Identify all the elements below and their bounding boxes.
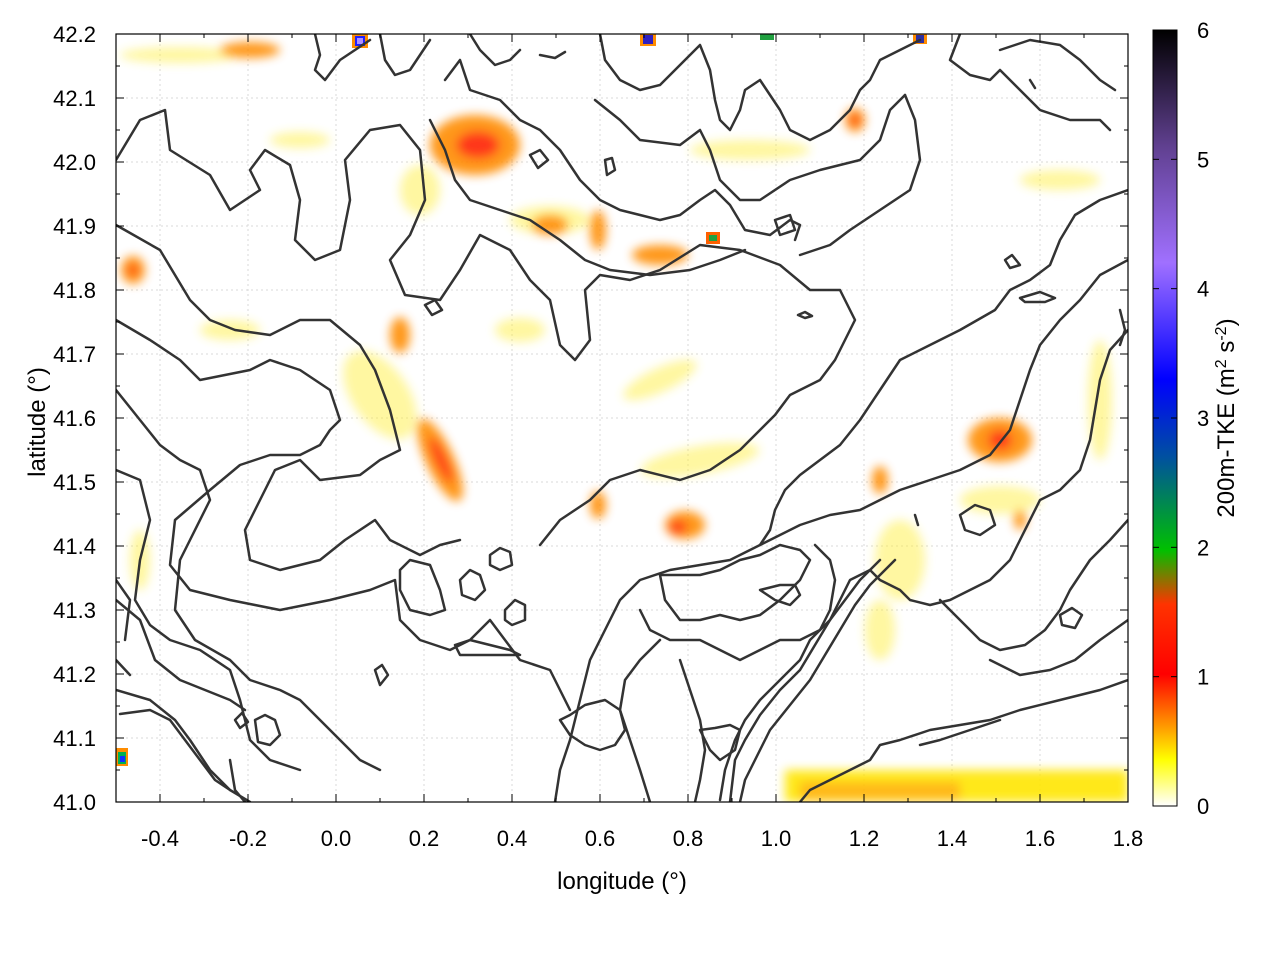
contour-line xyxy=(488,546,514,572)
y-tick-label: 41.4 xyxy=(53,534,96,559)
contour-line xyxy=(398,558,447,617)
contour-line xyxy=(116,388,382,772)
contour-line xyxy=(253,713,282,747)
contour-line xyxy=(116,578,132,642)
colorbar-tick-label: 5 xyxy=(1197,147,1209,172)
contour-line xyxy=(773,213,797,237)
contour-line xyxy=(538,50,567,60)
contour-line xyxy=(658,543,812,622)
colorbar-tick-label: 0 xyxy=(1197,794,1209,819)
contour-line xyxy=(798,93,922,257)
contour-line xyxy=(938,518,1128,652)
contour-line xyxy=(698,723,742,762)
x-tick-label: 1.4 xyxy=(937,826,968,851)
colorbar-tick-label: 6 xyxy=(1197,18,1209,43)
contour-line xyxy=(428,118,747,277)
contour-line xyxy=(1018,290,1057,304)
contour-line xyxy=(593,93,907,202)
y-tick-label: 41.5 xyxy=(53,470,96,495)
contour-line xyxy=(116,468,302,772)
contour-line xyxy=(116,598,247,712)
y-tick-label: 41.0 xyxy=(53,790,96,815)
contour-line xyxy=(558,698,627,752)
contour-line xyxy=(798,678,1128,802)
contour-line xyxy=(913,513,920,527)
contour-line xyxy=(718,328,1128,802)
contour-line xyxy=(1028,78,1037,90)
contour-line xyxy=(378,34,432,77)
colorbar-ticks: 0 1 2 3 4 5 6 xyxy=(1153,18,1209,819)
colorbar-tick-label: 4 xyxy=(1197,277,1209,302)
colorbar-label: 200m-TKE (m2 s-2) xyxy=(1213,318,1241,517)
y-tick-label: 42.0 xyxy=(53,150,96,175)
contour-line xyxy=(118,708,232,792)
contour-line xyxy=(116,223,462,572)
y-axis: 41.0 41.1 41.2 41.3 41.4 41.5 41.6 41.7 41.8 41.9… xyxy=(53,22,1128,815)
y-tick-label: 41.6 xyxy=(53,406,96,431)
colorbar-tick-label: 1 xyxy=(1197,665,1209,690)
contour-line xyxy=(313,34,372,82)
x-tick-label: 1.8 xyxy=(1113,826,1144,851)
contour-line xyxy=(638,543,837,662)
contour-line xyxy=(373,663,390,687)
x-tick-label: 0.6 xyxy=(585,826,616,851)
contour-line xyxy=(233,711,250,730)
contour-line xyxy=(738,558,897,802)
y-tick-label: 41.3 xyxy=(53,598,96,623)
contour-line xyxy=(423,298,444,317)
y-tick-label: 42.2 xyxy=(53,22,96,47)
contour-line xyxy=(116,658,132,677)
y-tick-label: 41.7 xyxy=(53,342,96,367)
contour-line xyxy=(453,638,522,657)
contour-line xyxy=(503,598,527,627)
contour-line xyxy=(758,583,802,607)
x-tick-label: 1.2 xyxy=(849,826,880,851)
contour-line xyxy=(1118,308,1127,347)
contour-line xyxy=(443,58,802,242)
y-tick-label: 41.9 xyxy=(53,214,96,239)
x-tick-label: 0.8 xyxy=(673,826,704,851)
contour-line xyxy=(796,310,814,320)
contour-line xyxy=(1003,253,1022,270)
colorbar-tick-label: 3 xyxy=(1197,406,1209,431)
contour-line xyxy=(603,156,617,177)
contour-line xyxy=(468,34,522,67)
contour-line xyxy=(458,568,487,602)
x-tick-label: -0.4 xyxy=(141,826,179,851)
x-tick-label: 0.4 xyxy=(497,826,528,851)
x-axis: -0.4 -0.2 0.0 0.2 0.4 0.6 0.8 1.0 1.2 1.4 1.6 1.8 xyxy=(115,34,1144,851)
contour-line xyxy=(958,503,997,537)
y-tick-label: 41.1 xyxy=(53,726,96,751)
y-tick-label: 42.1 xyxy=(53,86,96,111)
contour-line xyxy=(553,188,1128,802)
y-tick-label: 41.8 xyxy=(53,278,96,303)
x-tick-label: -0.2 xyxy=(229,826,267,851)
x-axis-label: longitude (°) xyxy=(557,868,687,895)
contour-line xyxy=(1058,606,1084,630)
contour-line xyxy=(728,558,882,802)
x-tick-label: 0.2 xyxy=(409,826,440,851)
x-tick-label: 1.0 xyxy=(761,826,792,851)
contour-line xyxy=(228,758,247,802)
terrain-contours xyxy=(116,34,1128,802)
contour-line xyxy=(528,148,550,170)
contour-line xyxy=(758,258,1128,547)
contour-line xyxy=(598,34,922,142)
tke-field xyxy=(116,34,1128,802)
y-tick-label: 41.2 xyxy=(53,662,96,687)
contour-line xyxy=(998,38,1117,92)
colorbar-tick-label: 2 xyxy=(1197,535,1209,560)
contour-line xyxy=(918,718,1002,747)
x-tick-label: 0.0 xyxy=(321,826,352,851)
contour-line xyxy=(988,618,1128,677)
contour-line xyxy=(948,34,1112,132)
x-tick-label: 1.6 xyxy=(1025,826,1056,851)
contour-line xyxy=(116,108,857,547)
y-axis-label: latitude (°) xyxy=(24,367,51,477)
